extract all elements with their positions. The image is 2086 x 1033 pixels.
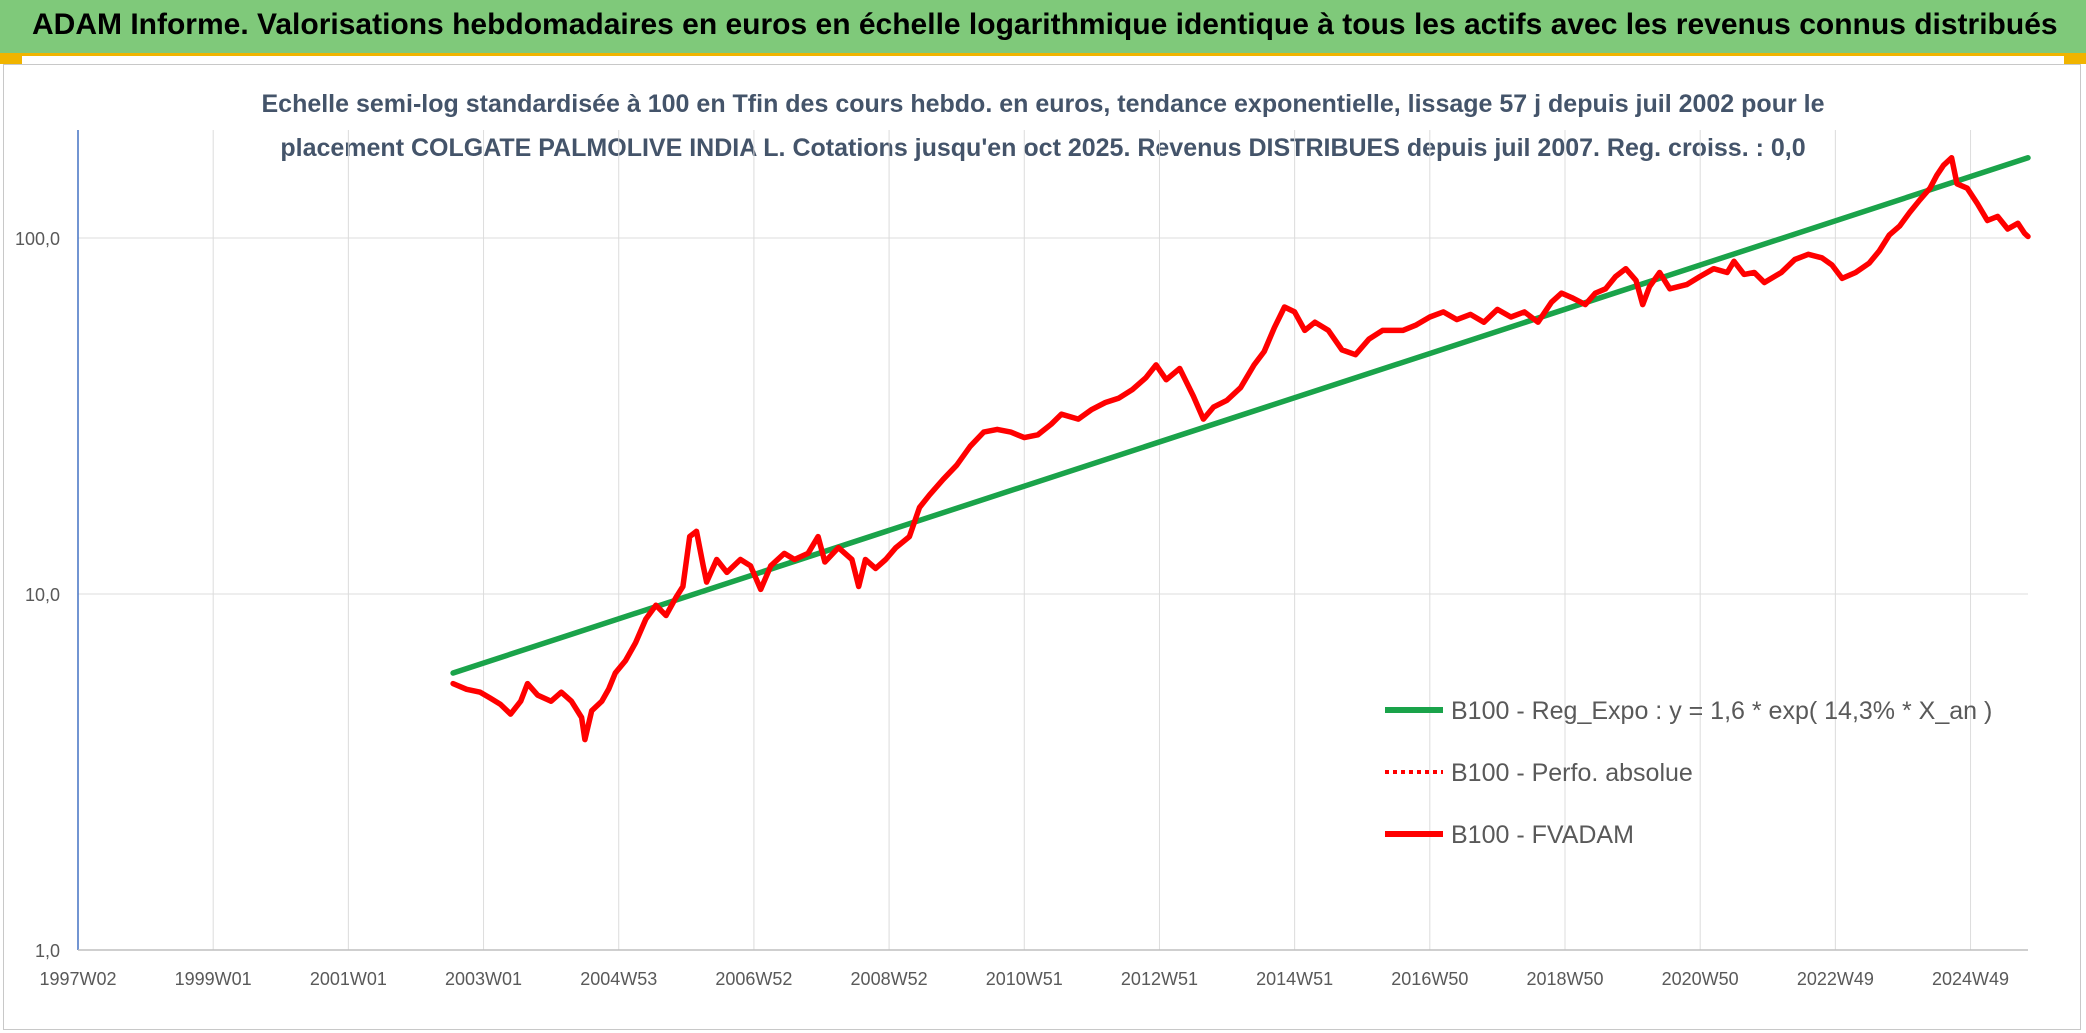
series-line-0	[450, 155, 2031, 676]
header-bar: ADAM Informe. Valorisations hebdomadaire…	[0, 0, 2086, 56]
x-tick-label: 2001W01	[310, 969, 387, 989]
y-tick-label: 10,0	[25, 585, 60, 605]
series-line-2	[450, 155, 2031, 743]
x-tick-label: 2022W49	[1797, 969, 1874, 989]
y-tick-label: 100,0	[15, 229, 60, 249]
x-tick-label: 2010W51	[986, 969, 1063, 989]
legend-label-1: B100 - Perfo. absolue	[1451, 759, 1693, 787]
x-tick-label: 2012W51	[1121, 969, 1198, 989]
x-tick-label: 2018W50	[1526, 969, 1603, 989]
y-tick-label: 1,0	[35, 941, 60, 961]
chart-title-line-2: placement COLGATE PALMOLIVE INDIA L. Cot…	[280, 134, 1806, 162]
x-tick-label: 2006W52	[715, 969, 792, 989]
x-tick-label: 2003W01	[445, 969, 522, 989]
page-title: ADAM Informe. Valorisations hebdomadaire…	[32, 8, 2058, 41]
x-tick-label: 2020W50	[1662, 969, 1739, 989]
chart-title-line-1: Echelle semi-log standardisée à 100 en T…	[261, 90, 1825, 118]
x-tick-label: 1997W02	[39, 969, 116, 989]
legend-label-0: B100 - Reg_Expo : y = 1,6 * exp( 14,3% *…	[1451, 697, 1992, 725]
x-tick-label: 2016W50	[1391, 969, 1468, 989]
chart-legend: B100 - Reg_Expo : y = 1,6 * exp( 14,3% *…	[1385, 697, 1992, 849]
x-tick-label: 2024W49	[1932, 969, 2009, 989]
corner-accent-right	[2064, 54, 2086, 64]
series-layer	[450, 155, 2031, 743]
x-tick-label: 1999W01	[175, 969, 252, 989]
legend-label-2: B100 - FVADAM	[1451, 821, 1634, 849]
axes-layer: 1997W02 1999W01 2001W01 2003W01 2004W53 2006W…	[15, 130, 2028, 989]
x-tick-label: 2014W51	[1256, 969, 1333, 989]
chart-frame	[3, 64, 2081, 1030]
corner-accent-left	[0, 54, 22, 64]
x-tick-label: 2008W52	[851, 969, 928, 989]
x-tick-label: 2004W53	[580, 969, 657, 989]
